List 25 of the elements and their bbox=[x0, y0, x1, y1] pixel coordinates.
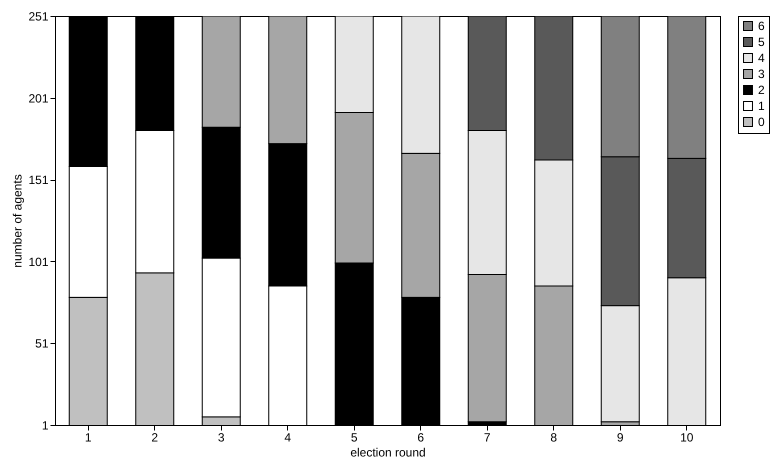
x-tick-label: 10 bbox=[680, 430, 694, 444]
x-tick-label: 7 bbox=[484, 430, 491, 444]
y-tick-label: 151 bbox=[28, 173, 49, 188]
legend-label: 6 bbox=[758, 19, 765, 33]
x-tick-label: 4 bbox=[284, 430, 292, 444]
legend-label: 1 bbox=[758, 99, 765, 113]
y-tick-label: 101 bbox=[28, 254, 49, 269]
x-axis-title: election round bbox=[350, 446, 426, 460]
legend-label: 4 bbox=[758, 51, 765, 65]
legend-label: 5 bbox=[758, 35, 765, 49]
y-tick-label: 1 bbox=[42, 418, 49, 432]
x-tick-label: 1 bbox=[84, 430, 92, 444]
y-tick-label: 251 bbox=[28, 10, 49, 24]
x-tick-label: 9 bbox=[616, 430, 624, 444]
y-tick-label: 51 bbox=[35, 336, 49, 351]
legend-label: 3 bbox=[758, 67, 765, 81]
y-tick-label: 201 bbox=[28, 91, 49, 106]
x-tick-label: 5 bbox=[350, 430, 358, 444]
x-tick-label: 8 bbox=[550, 430, 558, 444]
legend-label: 2 bbox=[758, 83, 765, 97]
x-tick-label: 3 bbox=[218, 430, 225, 444]
x-tick-label: 2 bbox=[151, 430, 158, 444]
x-tick-label: 6 bbox=[417, 430, 424, 444]
legend-label: 0 bbox=[758, 115, 765, 129]
y-axis-title: number of agents bbox=[10, 174, 24, 268]
